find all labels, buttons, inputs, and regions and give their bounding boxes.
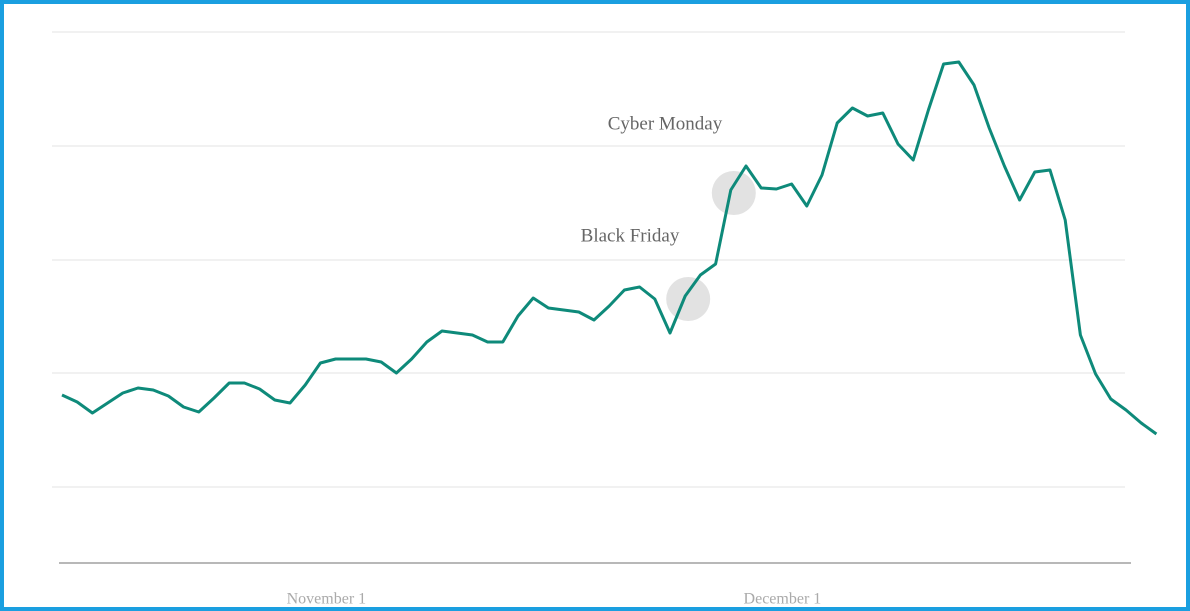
data-line	[61, 60, 1158, 436]
highlight-circle	[711, 171, 756, 215]
x-tick-label: November 1	[287, 591, 367, 608]
x-tick-label: December 1	[744, 591, 822, 608]
annotation: Black Friday	[581, 225, 680, 246]
highlight-circle	[666, 277, 711, 321]
annotation: Cyber Monday	[608, 113, 723, 134]
